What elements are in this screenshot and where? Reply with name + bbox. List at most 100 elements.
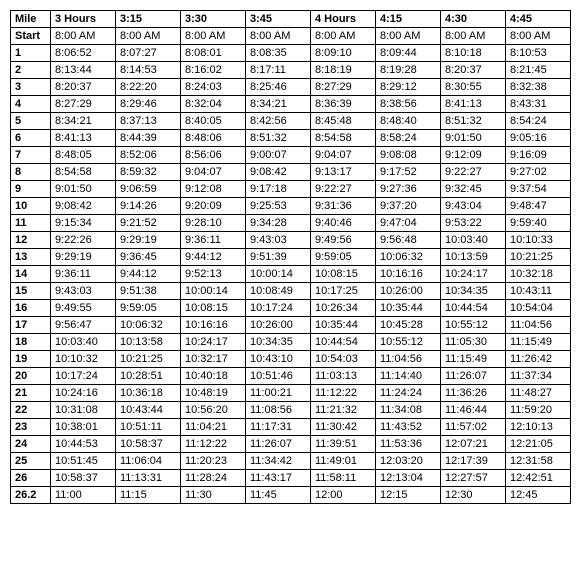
time-cell: 10:03:40 — [441, 232, 506, 249]
col-header-pace: 3:45 — [246, 11, 311, 28]
time-cell: 8:19:28 — [376, 62, 441, 79]
time-cell: 11:14:40 — [376, 368, 441, 385]
time-cell: 8:10:18 — [441, 45, 506, 62]
time-cell: 9:43:03 — [246, 232, 311, 249]
time-cell: 9:29:19 — [51, 249, 116, 266]
time-cell: 12:00 — [311, 487, 376, 504]
mile-label: 24 — [11, 436, 51, 453]
time-cell: 10:13:58 — [116, 334, 181, 351]
time-cell: 10:54:03 — [311, 351, 376, 368]
time-cell: 8:00 AM — [376, 28, 441, 45]
time-cell: 9:59:40 — [506, 215, 571, 232]
mile-label: 1 — [11, 45, 51, 62]
time-cell: 9:12:08 — [181, 181, 246, 198]
time-cell: 8:25:46 — [246, 79, 311, 96]
time-cell: 11:04:56 — [506, 317, 571, 334]
time-cell: 10:03:40 — [51, 334, 116, 351]
time-cell: 9:14:26 — [116, 198, 181, 215]
time-cell: 10:44:53 — [51, 436, 116, 453]
time-cell: 9:15:34 — [51, 215, 116, 232]
time-cell: 8:48:40 — [376, 113, 441, 130]
time-cell: 9:01:50 — [441, 130, 506, 147]
time-cell: 9:49:55 — [51, 300, 116, 317]
time-cell: 10:06:32 — [116, 317, 181, 334]
time-cell: 10:10:32 — [51, 351, 116, 368]
time-cell: 9:31:36 — [311, 198, 376, 215]
time-cell: 10:26:00 — [246, 317, 311, 334]
time-cell: 8:22:20 — [116, 79, 181, 96]
time-cell: 9:43:04 — [441, 198, 506, 215]
time-cell: 9:49:56 — [311, 232, 376, 249]
time-cell: 9:40:46 — [311, 215, 376, 232]
time-cell: 8:59:32 — [116, 164, 181, 181]
time-cell: 8:34:21 — [246, 96, 311, 113]
mile-label: 18 — [11, 334, 51, 351]
time-cell: 9:04:07 — [181, 164, 246, 181]
time-cell: 12:15 — [376, 487, 441, 504]
table-row: 99:01:509:06:599:12:089:17:189:22:279:27… — [11, 181, 571, 198]
time-cell: 8:21:45 — [506, 62, 571, 79]
table-row: 88:54:588:59:329:04:079:08:429:13:179:17… — [11, 164, 571, 181]
pace-table: Mile3 Hours3:153:303:454 Hours4:154:304:… — [10, 10, 571, 504]
time-cell: 10:13:59 — [441, 249, 506, 266]
time-cell: 10:21:25 — [506, 249, 571, 266]
col-header-mile: Mile — [11, 11, 51, 28]
time-cell: 8:20:37 — [441, 62, 506, 79]
time-cell: 8:45:48 — [311, 113, 376, 130]
time-cell: 8:20:37 — [51, 79, 116, 96]
time-cell: 8:38:56 — [376, 96, 441, 113]
time-cell: 11:36:26 — [441, 385, 506, 402]
time-cell: 8:09:44 — [376, 45, 441, 62]
time-cell: 11:08:56 — [246, 402, 311, 419]
time-cell: 11:34:08 — [376, 402, 441, 419]
time-cell: 8:07:27 — [116, 45, 181, 62]
time-cell: 10:00:14 — [246, 266, 311, 283]
time-cell: 8:56:06 — [181, 147, 246, 164]
time-cell: 10:08:15 — [311, 266, 376, 283]
table-row: 179:56:4710:06:3210:16:1610:26:0010:35:4… — [11, 317, 571, 334]
time-cell: 9:29:19 — [116, 232, 181, 249]
table-row: 28:13:448:14:538:16:028:17:118:18:198:19… — [11, 62, 571, 79]
time-cell: 11:39:51 — [311, 436, 376, 453]
time-cell: 11:34:42 — [246, 453, 311, 470]
time-cell: 11:46:44 — [441, 402, 506, 419]
time-cell: 10:32:17 — [181, 351, 246, 368]
col-header-pace: 4 Hours — [311, 11, 376, 28]
time-cell: 11:15:49 — [441, 351, 506, 368]
time-cell: 9:59:05 — [311, 249, 376, 266]
time-cell: 11:13:31 — [116, 470, 181, 487]
time-cell: 11:45 — [246, 487, 311, 504]
time-cell: 10:45:28 — [376, 317, 441, 334]
time-cell: 10:24:17 — [181, 334, 246, 351]
time-cell: 9:51:39 — [246, 249, 311, 266]
table-row: 119:15:349:21:529:28:109:34:289:40:469:4… — [11, 215, 571, 232]
time-cell: 8:24:03 — [181, 79, 246, 96]
time-cell: 8:06:52 — [51, 45, 116, 62]
time-cell: 11:04:21 — [181, 419, 246, 436]
time-cell: 8:48:05 — [51, 147, 116, 164]
time-cell: 10:16:16 — [376, 266, 441, 283]
time-cell: 8:41:13 — [51, 130, 116, 147]
time-cell: 8:29:46 — [116, 96, 181, 113]
time-cell: 11:53:36 — [376, 436, 441, 453]
mile-label: 26 — [11, 470, 51, 487]
time-cell: 8:54:24 — [506, 113, 571, 130]
time-cell: 12:10:13 — [506, 419, 571, 436]
time-cell: 9:13:17 — [311, 164, 376, 181]
mile-label: 21 — [11, 385, 51, 402]
time-cell: 8:27:29 — [51, 96, 116, 113]
time-cell: 9:44:12 — [181, 249, 246, 266]
time-cell: 9:12:09 — [441, 147, 506, 164]
time-cell: 12:27:57 — [441, 470, 506, 487]
time-cell: 11:26:07 — [441, 368, 506, 385]
mile-label: 23 — [11, 419, 51, 436]
time-cell: 8:09:10 — [311, 45, 376, 62]
time-cell: 11:06:04 — [116, 453, 181, 470]
time-cell: 11:05:30 — [441, 334, 506, 351]
time-cell: 10:44:54 — [441, 300, 506, 317]
time-cell: 9:47:04 — [376, 215, 441, 232]
time-cell: 8:00 AM — [506, 28, 571, 45]
time-cell: 11:30 — [181, 487, 246, 504]
time-cell: 12:17:39 — [441, 453, 506, 470]
mile-label: 13 — [11, 249, 51, 266]
